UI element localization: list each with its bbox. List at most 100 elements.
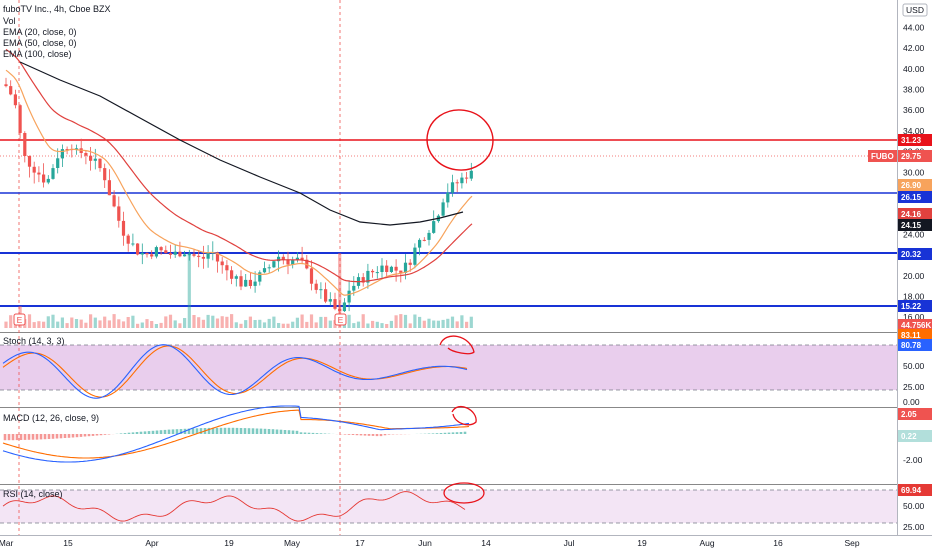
candle-body — [267, 267, 271, 269]
volume-bar — [432, 320, 436, 328]
volume-bar — [42, 321, 46, 328]
tag-ema20-bg — [898, 179, 932, 191]
tag-support-20-bg — [898, 248, 932, 260]
macd-hist-bar — [199, 428, 203, 434]
macd-hist-bar — [59, 434, 63, 439]
volume-bar — [446, 318, 450, 328]
candle-body — [338, 308, 342, 312]
candle-body — [324, 289, 328, 302]
macd-hist-bar — [35, 434, 39, 440]
macd-hist-bar — [83, 434, 87, 437]
candle-body — [56, 158, 60, 168]
candle-body — [262, 268, 267, 273]
candle-body — [168, 253, 173, 255]
volume-bar — [154, 324, 158, 328]
candle-body — [380, 265, 384, 272]
macd-hist-bar — [211, 427, 215, 434]
volume-bar — [375, 321, 379, 328]
macd-hist-bar — [435, 433, 439, 434]
macd-hist-bar — [379, 434, 383, 437]
candle-body — [403, 262, 408, 273]
time-tick: May — [284, 538, 301, 548]
oscillator-tick: 25.00 — [903, 522, 925, 532]
macd-hist-bar — [103, 434, 107, 435]
tag-support-26-bg — [898, 191, 932, 203]
volume-bar — [178, 323, 182, 328]
candle-body — [277, 256, 281, 262]
volume-bar — [356, 321, 361, 328]
macd-hist-bar — [267, 429, 271, 434]
volume-bar — [427, 318, 431, 328]
candle-body — [140, 253, 144, 255]
price-tick: 34.00 — [903, 126, 925, 136]
time-tick: 19 — [637, 538, 647, 548]
volume-bar — [60, 317, 64, 328]
tag-resistance: 31.23 — [901, 136, 922, 145]
earnings-badge[interactable]: E — [334, 313, 347, 326]
earnings-badge[interactable]: E — [13, 313, 26, 326]
ema50-line — [5, 48, 473, 283]
macd-hist-bar — [119, 433, 123, 434]
stoch-pane-label: Stoch (14, 3, 3) — [3, 336, 65, 346]
volume-bar — [408, 323, 412, 328]
tag-ema100-bg — [898, 219, 932, 231]
time-axis[interactable]: Mar 15 Apr 19 May 17 Jun 14 Jul 19 Aug 16 Sep — [0, 538, 860, 548]
candle-body — [253, 281, 257, 286]
macd-hist-bar — [167, 429, 171, 434]
volume-bar — [314, 322, 318, 328]
volume-bar — [74, 319, 79, 328]
volume-bar — [258, 319, 262, 328]
volume-bar — [262, 322, 267, 328]
currency-badge[interactable]: USD — [902, 3, 928, 17]
volume-bar — [9, 315, 13, 328]
tag-ema50: 24.16 — [901, 210, 922, 219]
volume-bar — [206, 314, 210, 328]
volume-bar — [394, 315, 398, 328]
volume-bar — [309, 314, 314, 328]
candle-body — [18, 105, 22, 133]
tag-last-price: 29.75 — [901, 152, 922, 161]
macd-hist-bar — [255, 428, 259, 434]
candle-body — [131, 243, 135, 245]
candle-body — [248, 279, 252, 286]
macd-hist-bar — [263, 428, 267, 434]
tag-macd-bg — [898, 408, 932, 420]
macd-hist-bar — [355, 434, 359, 436]
rsi-line — [2, 491, 466, 522]
macd-hist-bar — [51, 434, 55, 439]
svg-text:USD: USD — [906, 5, 924, 15]
candle-body — [352, 285, 356, 291]
volume-bar — [418, 316, 422, 328]
tag-macd: 2.05 — [901, 410, 917, 419]
candle-body — [239, 276, 243, 287]
macd-hist-bar — [463, 431, 467, 434]
macd-hist-bar — [31, 434, 35, 440]
volume-bar — [469, 316, 473, 328]
volume-bar — [89, 314, 93, 328]
candle-body — [145, 253, 149, 255]
macd-hist-bar — [71, 434, 75, 438]
volume-bar — [347, 314, 351, 328]
tag-volume-bg — [898, 319, 932, 331]
volume-bar — [300, 314, 304, 328]
tag-ema50-bg — [898, 208, 932, 220]
candle-body — [291, 259, 295, 265]
volume-bar — [84, 322, 88, 328]
volume-bar — [4, 321, 8, 328]
volume-bar — [126, 317, 130, 328]
volume-bar — [460, 315, 464, 328]
macd-hist-bar — [11, 434, 15, 441]
candle-body — [46, 178, 50, 183]
volume-bar — [192, 315, 196, 328]
macd-hist-bar — [439, 433, 443, 434]
svg-text:E: E — [338, 315, 344, 325]
macd-hist-bar — [155, 430, 159, 434]
candle-body — [51, 168, 55, 179]
candle-body — [107, 180, 111, 196]
volume-bar — [183, 318, 187, 328]
macd-hist-bar — [259, 428, 263, 434]
price-tick: 42.00 — [903, 43, 925, 53]
volume-bar — [70, 317, 74, 328]
macd-hist-bar — [151, 430, 155, 434]
